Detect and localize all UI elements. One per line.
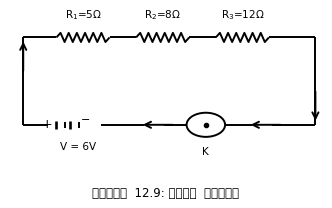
Text: V = 6V: V = 6V	[60, 142, 96, 152]
Text: R$_3$=12Ω: R$_3$=12Ω	[220, 8, 264, 22]
Text: चित्र  12.9: प्लग  कुंजी: चित्र 12.9: प्लग कुंजी	[93, 187, 239, 200]
Text: R$_1$=5Ω: R$_1$=5Ω	[64, 8, 102, 22]
Text: +: +	[41, 118, 52, 131]
Text: K: K	[203, 147, 209, 157]
Text: −: −	[81, 115, 90, 125]
Text: R$_2$=8Ω: R$_2$=8Ω	[144, 8, 181, 22]
